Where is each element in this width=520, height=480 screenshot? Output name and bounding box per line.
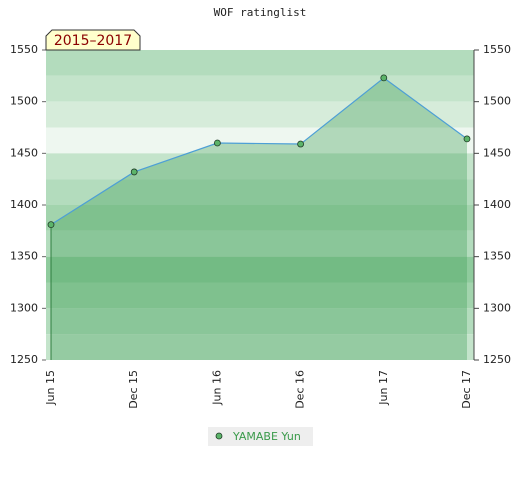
background-band (46, 101, 474, 128)
background-band (46, 256, 474, 283)
background-band (46, 308, 474, 335)
x-tick-label: Dec 17 (460, 370, 473, 409)
y-tick-label: 1350 (10, 250, 38, 263)
background-band (46, 282, 474, 309)
y-tick-label: 1400 (10, 198, 38, 211)
background-band (46, 50, 474, 76)
background-band (46, 179, 474, 205)
legend-box (208, 427, 313, 446)
x-tick-label: Jun 15 (44, 370, 57, 406)
annotation: 2015–2017 (45, 29, 141, 51)
y-tick-label: 1450 (10, 146, 38, 159)
y-tick-label: 1300 (10, 301, 38, 314)
point (297, 140, 305, 148)
y2-tick-label: 1350 (483, 250, 511, 263)
background-band (46, 127, 474, 154)
y2-tick-label: 1500 (483, 95, 511, 108)
y2-tick-label: 1550 (483, 43, 511, 56)
y2-tick-label: 1450 (483, 146, 511, 159)
point (213, 139, 221, 147)
annotation-box (45, 29, 141, 51)
y2-tick-label: 1300 (483, 301, 511, 314)
area (51, 77, 467, 361)
annotation-text: 2015–2017 (54, 33, 132, 49)
x-tick-label: Jun 17 (377, 370, 390, 406)
y-tick-label: 1500 (10, 95, 38, 108)
point (380, 74, 388, 82)
y-tick-label: 1550 (10, 43, 38, 56)
point (463, 135, 471, 143)
y-tick-label: 1250 (10, 353, 38, 366)
legend-marker (215, 432, 223, 440)
chart-title: WOF ratinglist (214, 6, 307, 19)
legend-label: YAMABE Yun (232, 430, 301, 443)
x-tick-label: Dec 15 (127, 370, 140, 409)
y2-tick-label: 1400 (483, 198, 511, 211)
background-band (46, 205, 474, 231)
background-band (46, 230, 474, 257)
background-band (46, 153, 474, 180)
background-band (46, 75, 474, 102)
x-tick-label: Dec 16 (294, 370, 307, 409)
background-band (46, 334, 474, 360)
line (50, 77, 468, 226)
point (47, 221, 55, 229)
point (130, 168, 138, 176)
x-tick-label: Jun 16 (210, 370, 223, 406)
y2-tick-label: 1250 (483, 353, 511, 366)
